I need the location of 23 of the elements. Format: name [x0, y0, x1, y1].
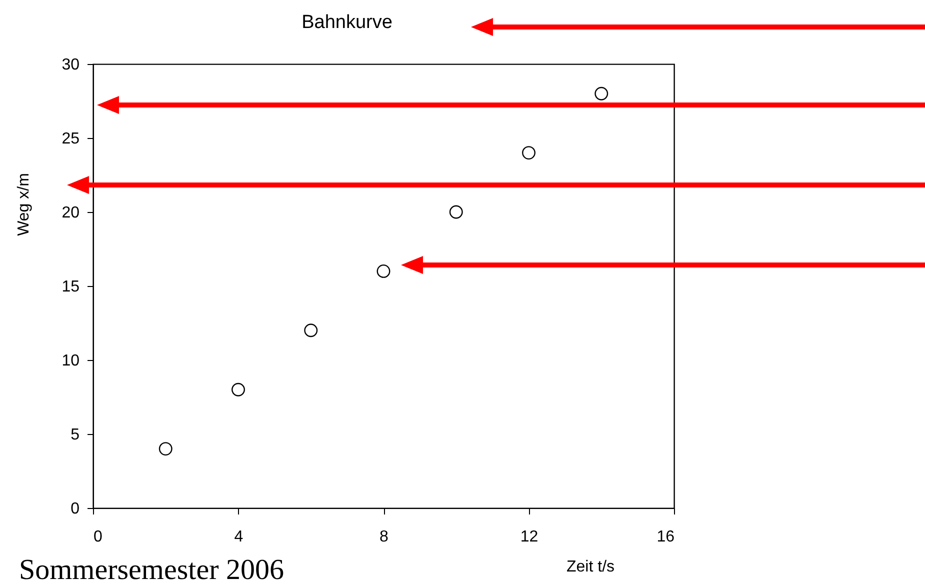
x-tick-label: 8: [380, 528, 389, 546]
chart-title: Bahnkurve: [302, 12, 392, 33]
x-tick-label: 0: [94, 528, 102, 546]
x-tick-label: 16: [656, 528, 675, 546]
y-tick-label: 10: [62, 352, 80, 370]
x-tick-label: 12: [520, 528, 538, 546]
point: [522, 146, 536, 160]
y-axis-title: Weg x/m: [16, 173, 32, 236]
point: [158, 442, 172, 456]
point: [594, 86, 608, 100]
point: [232, 382, 245, 396]
y-tick-label: 30: [62, 56, 80, 74]
text: Sommersemester 2006: [19, 554, 284, 585]
y-tick-label: 25: [62, 130, 80, 148]
point: [304, 324, 318, 338]
point: [376, 264, 390, 278]
x-tick-label: 4: [234, 528, 244, 546]
y-tick-label: 20: [62, 204, 80, 222]
x-axis-title: Zeit t/s: [566, 558, 615, 576]
point: [449, 205, 463, 219]
y-tick-label: 5: [70, 426, 80, 444]
y-tick-label: 0: [70, 500, 80, 518]
y-tick-label: 15: [62, 278, 80, 296]
